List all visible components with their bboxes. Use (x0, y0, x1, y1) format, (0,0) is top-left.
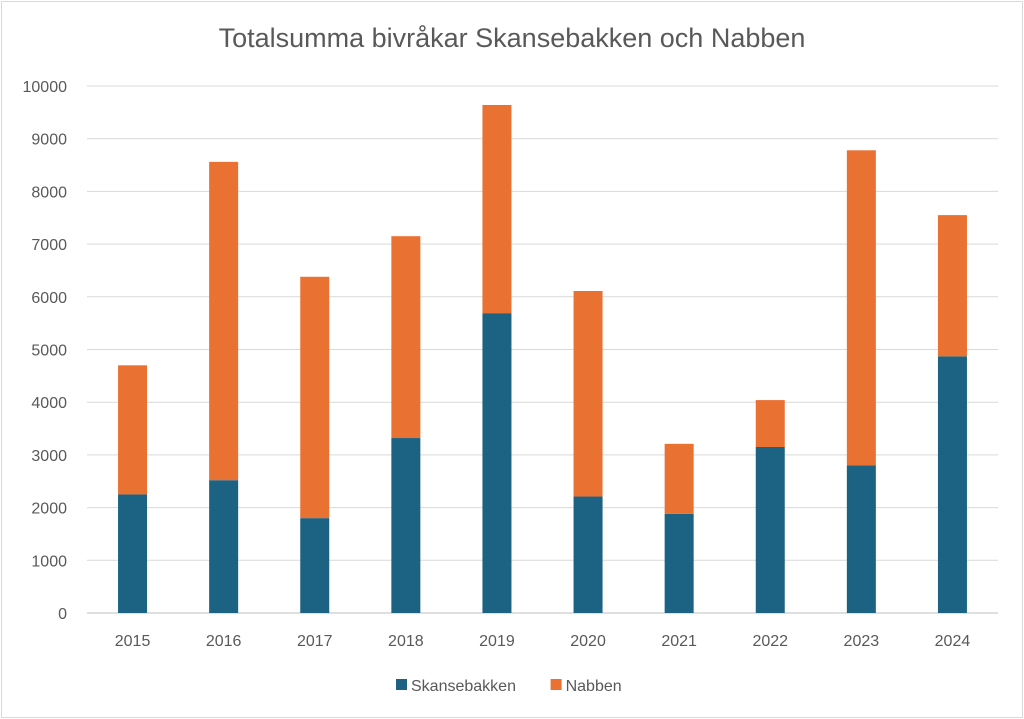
bar-nabben-2020 (573, 291, 603, 497)
x-tick-label: 2019 (479, 633, 515, 650)
y-tick-label: 4000 (31, 395, 67, 412)
y-tick-label: 2000 (31, 501, 67, 518)
bar-nabben-2024 (937, 215, 967, 357)
bar-nabben-2018 (391, 236, 421, 439)
bar-skansebakken-2015 (118, 494, 148, 613)
legend-label-skansebakken: Skansebakken (411, 678, 516, 695)
bar-skansebakken-2024 (937, 356, 967, 613)
y-tick-label: 5000 (31, 343, 67, 360)
x-tick-label: 2021 (661, 633, 697, 650)
gridlines (87, 85, 998, 614)
x-tick-label: 2020 (570, 633, 606, 650)
bar-skansebakken-2020 (573, 496, 603, 613)
bar-skansebakken-2023 (846, 465, 876, 613)
legend: Skansebakken Nabben (396, 678, 622, 695)
bars (118, 104, 967, 613)
bar-skansebakken-2018 (391, 438, 421, 613)
x-axis: 2015 2016 2017 2018 2019 2020 2021 2022 2023 2024 (115, 633, 971, 650)
bar-nabben-2015 (118, 365, 148, 495)
y-tick-label: 3000 (31, 448, 67, 465)
y-tick-label: 9000 (31, 132, 67, 149)
bar-skansebakken-2022 (755, 446, 785, 613)
bar-skansebakken-2016 (209, 480, 239, 613)
bar-nabben-2021 (664, 443, 694, 514)
bar-nabben-2017 (300, 276, 330, 519)
legend-swatch-nabben (550, 679, 562, 690)
x-tick-label: 2016 (206, 633, 242, 650)
legend-swatch-skansebakken (396, 679, 407, 690)
y-tick-label: 8000 (31, 184, 67, 201)
y-tick-label: 7000 (31, 237, 67, 254)
y-axis: 0 1000 2000 3000 4000 5000 6000 7000 8000 9000 100… (23, 79, 68, 623)
x-tick-label: 2018 (388, 633, 424, 650)
bar-nabben-2016 (209, 161, 239, 481)
bar-skansebakken-2019 (482, 313, 512, 613)
y-tick-label: 6000 (31, 290, 67, 307)
bar-nabben-2023 (846, 150, 876, 466)
y-tick-label: 0 (58, 606, 67, 623)
legend-label-nabben: Nabben (566, 678, 622, 695)
bar-skansebakken-2021 (664, 513, 694, 613)
chart-title: Totalsumma bivråkar Skansebakken och Nab… (219, 23, 806, 53)
x-tick-label: 2022 (752, 633, 788, 650)
x-tick-label: 2015 (115, 633, 151, 650)
x-tick-label: 2017 (297, 633, 333, 650)
bar-nabben-2022 (755, 400, 785, 447)
y-tick-label: 10000 (23, 79, 68, 96)
bar-nabben-2019 (482, 104, 512, 314)
x-tick-label: 2024 (935, 633, 971, 650)
bar-skansebakken-2017 (300, 518, 330, 613)
x-tick-label: 2023 (844, 633, 880, 650)
y-tick-label: 1000 (31, 553, 67, 570)
